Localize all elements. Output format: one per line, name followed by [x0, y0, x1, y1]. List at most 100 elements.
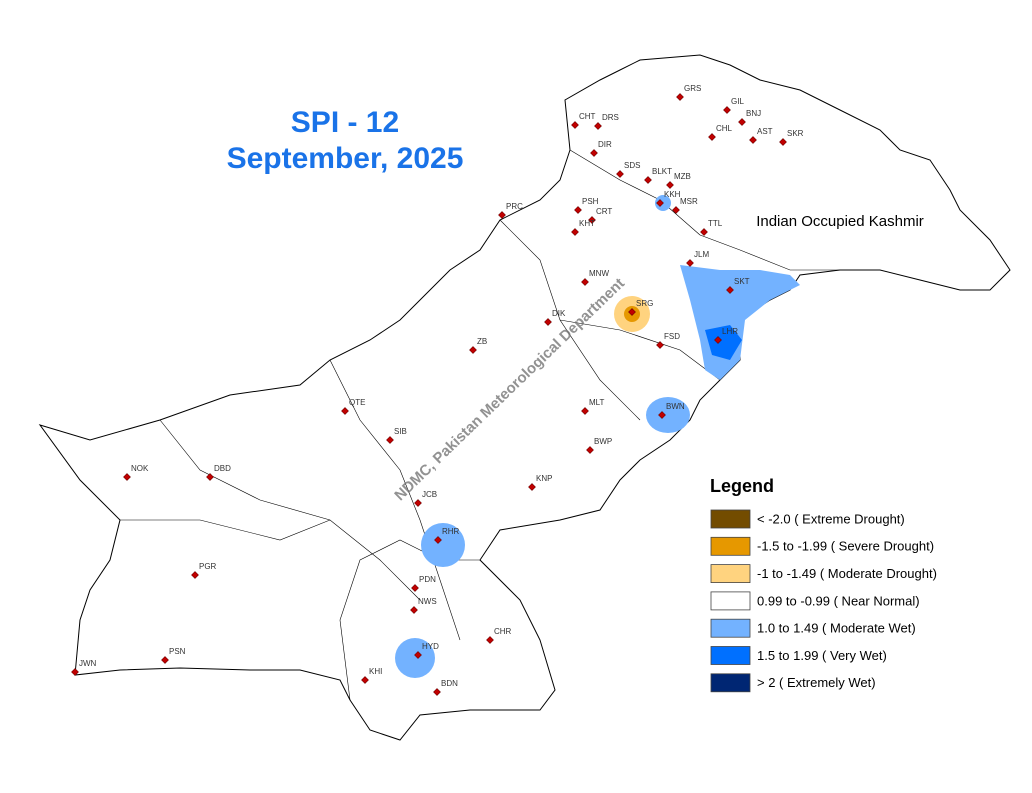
station-label: SRG	[636, 299, 653, 308]
station-label: JWN	[79, 659, 97, 668]
station-label: KNP	[536, 474, 552, 483]
station-marker	[616, 170, 624, 178]
station-label: CHT	[579, 112, 596, 121]
country-outline	[38, 54, 1011, 741]
station-label: HYD	[422, 642, 439, 651]
station-label: DBD	[214, 464, 231, 473]
station-marker	[571, 121, 579, 129]
station-label: BDN	[441, 679, 458, 688]
station-marker	[708, 133, 716, 141]
station-marker	[414, 499, 422, 507]
station-label: GIL	[731, 97, 744, 106]
station-marker	[676, 93, 684, 101]
station-marker	[469, 346, 477, 354]
station-label: DRS	[602, 113, 619, 122]
station-label: SIB	[394, 427, 407, 436]
station-label: QTE	[349, 398, 365, 407]
station-label: JCB	[422, 490, 437, 499]
station-label: RHR	[442, 527, 460, 536]
legend-title: Legend	[710, 476, 774, 496]
station-label: MNW	[589, 269, 609, 278]
legend: Legend < -2.0 ( Extreme Drought) -1.5 to …	[710, 476, 937, 693]
station-marker	[123, 473, 131, 481]
station-marker	[714, 336, 722, 344]
station-label: NWS	[418, 597, 437, 606]
map-subtitle: September, 2025	[227, 142, 464, 175]
legend-swatch	[710, 646, 751, 665]
station-label: PDN	[419, 575, 436, 584]
station-label: GRS	[684, 84, 701, 93]
station-marker	[590, 149, 598, 157]
legend-swatch	[710, 591, 751, 611]
legend-label: 1.0 to 1.49 ( Moderate Wet)	[757, 621, 916, 636]
station-label: BLKT	[652, 167, 672, 176]
station-marker	[191, 571, 199, 579]
station-marker	[571, 228, 579, 236]
station-marker	[528, 483, 536, 491]
station-marker	[414, 651, 422, 659]
legend-label: -1 to -1.49 ( Moderate Drought)	[757, 566, 937, 581]
legend-swatch	[710, 618, 751, 638]
station-label: FSD	[664, 332, 680, 341]
station-label: BWN	[666, 402, 685, 411]
region-label: Indian Occupied Kashmir	[756, 213, 924, 230]
station-marker	[723, 106, 731, 114]
legend-swatch	[710, 536, 751, 556]
station-label: CRT	[596, 207, 612, 216]
station-marker	[410, 606, 418, 614]
station-marker	[486, 636, 494, 644]
station-marker	[628, 308, 636, 316]
station-label: LHR	[722, 327, 738, 336]
legend-label: 1.5 to 1.99 ( Very Wet)	[757, 648, 887, 663]
station-label: CHR	[494, 627, 512, 636]
station-marker	[656, 341, 664, 349]
station-marker	[434, 536, 442, 544]
station-marker	[341, 407, 349, 415]
station-label: KHI	[369, 667, 382, 676]
station-marker	[544, 318, 552, 326]
station-marker	[686, 259, 694, 267]
station-label: DIK	[552, 309, 566, 318]
station-label: DIR	[598, 140, 612, 149]
legend-label: < -2.0 ( Extreme Drought)	[757, 511, 905, 526]
station-label: KHT	[579, 219, 595, 228]
station-marker	[666, 181, 674, 189]
station-marker	[386, 436, 394, 444]
station-marker	[581, 407, 589, 415]
station-label: SDS	[624, 161, 640, 170]
station-marker	[574, 206, 582, 214]
station-label: PGR	[199, 562, 217, 571]
station-label: TTL	[708, 219, 723, 228]
station-marker	[658, 411, 666, 419]
legend-swatch	[710, 564, 751, 583]
station-marker	[594, 122, 602, 130]
station-marker	[779, 138, 787, 146]
station-marker	[498, 211, 506, 219]
station-label: PSH	[582, 197, 599, 206]
station-marker	[656, 199, 664, 207]
station-marker	[738, 118, 746, 126]
map-title: SPI - 12	[291, 106, 399, 139]
station-label: BWP	[594, 437, 612, 446]
station-label: KKH	[664, 190, 681, 199]
station-marker	[361, 676, 369, 684]
station-marker	[411, 584, 419, 592]
station-label: NOK	[131, 464, 149, 473]
station-label: PRC	[506, 202, 523, 211]
station-marker	[726, 286, 734, 294]
station-marker	[161, 656, 169, 664]
station-label: JLM	[694, 250, 709, 259]
station-label: MSR	[680, 197, 698, 206]
legend-swatch	[710, 509, 751, 529]
legend-label: -1.5 to -1.99 ( Severe Drought)	[757, 539, 934, 554]
station-label: SKT	[734, 277, 750, 286]
station-label: PSN	[169, 647, 186, 656]
station-marker	[749, 136, 757, 144]
legend-label: 0.99 to -0.99 ( Near Normal)	[757, 593, 920, 608]
station-marker	[206, 473, 214, 481]
station-label: CHL	[716, 124, 733, 133]
station-label: SKR	[787, 129, 804, 138]
legend-label: > 2 ( Extremely Wet)	[757, 675, 876, 690]
